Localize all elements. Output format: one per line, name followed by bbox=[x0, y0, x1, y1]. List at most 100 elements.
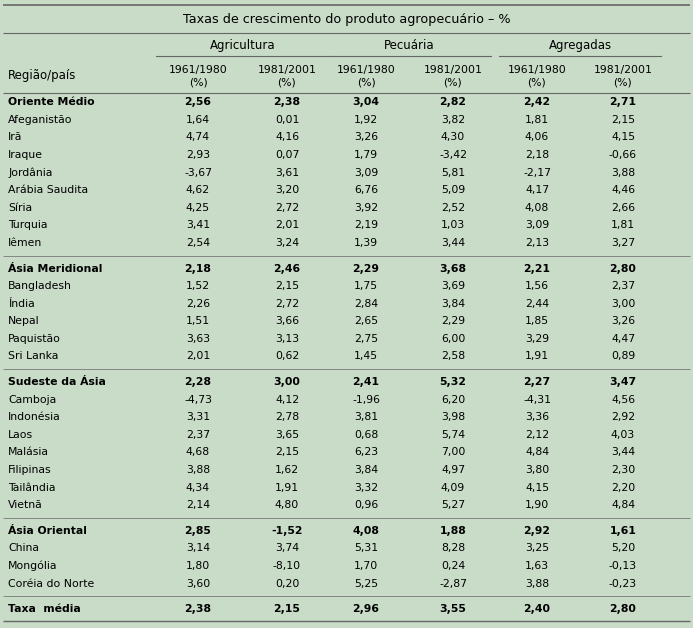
Text: 0,24: 0,24 bbox=[441, 561, 465, 571]
Text: 3,66: 3,66 bbox=[275, 317, 299, 327]
Text: -2,17: -2,17 bbox=[523, 168, 551, 178]
Text: Sudeste da Ásia: Sudeste da Ásia bbox=[8, 377, 106, 387]
Text: 3,68: 3,68 bbox=[439, 264, 466, 274]
Text: 3,29: 3,29 bbox=[525, 334, 549, 344]
Text: 2,37: 2,37 bbox=[611, 281, 635, 291]
Text: 5,25: 5,25 bbox=[354, 578, 378, 588]
Text: Paquistão: Paquistão bbox=[8, 334, 61, 344]
Text: 6,20: 6,20 bbox=[441, 394, 465, 404]
Text: 2,19: 2,19 bbox=[354, 220, 378, 230]
Text: Malásia: Malásia bbox=[8, 447, 49, 457]
Text: 1,88: 1,88 bbox=[439, 526, 466, 536]
Text: 1,63: 1,63 bbox=[525, 561, 549, 571]
Text: 2,15: 2,15 bbox=[275, 447, 299, 457]
Text: 6,76: 6,76 bbox=[354, 185, 378, 195]
Text: 4,30: 4,30 bbox=[441, 133, 465, 143]
Text: 2,42: 2,42 bbox=[523, 97, 550, 107]
Text: -3,67: -3,67 bbox=[184, 168, 212, 178]
Text: Pecuária: Pecuária bbox=[384, 39, 435, 52]
Text: 2,38: 2,38 bbox=[184, 604, 211, 614]
Text: 1,03: 1,03 bbox=[441, 220, 465, 230]
Text: 1,85: 1,85 bbox=[525, 317, 549, 327]
Text: 5,32: 5,32 bbox=[439, 377, 466, 387]
Text: 5,27: 5,27 bbox=[441, 500, 465, 510]
Text: Irã: Irã bbox=[8, 133, 22, 143]
Text: 2,12: 2,12 bbox=[525, 430, 549, 440]
Text: 3,88: 3,88 bbox=[525, 578, 549, 588]
Text: Ásia Oriental: Ásia Oriental bbox=[8, 526, 87, 536]
Text: 3,20: 3,20 bbox=[275, 185, 299, 195]
Text: 4,08: 4,08 bbox=[353, 526, 380, 536]
Text: Iraque: Iraque bbox=[8, 150, 43, 160]
Text: 0,68: 0,68 bbox=[354, 430, 378, 440]
Text: 4,08: 4,08 bbox=[525, 203, 549, 213]
Text: 2,13: 2,13 bbox=[525, 238, 549, 248]
Text: 2,84: 2,84 bbox=[354, 299, 378, 309]
Text: 2,71: 2,71 bbox=[610, 97, 636, 107]
Text: 3,09: 3,09 bbox=[354, 168, 378, 178]
Text: 4,03: 4,03 bbox=[611, 430, 635, 440]
Text: 4,84: 4,84 bbox=[525, 447, 549, 457]
Text: 3,26: 3,26 bbox=[354, 133, 378, 143]
Text: 4,97: 4,97 bbox=[441, 465, 465, 475]
Text: 4,80: 4,80 bbox=[275, 500, 299, 510]
Text: 1,39: 1,39 bbox=[354, 238, 378, 248]
Text: -2,87: -2,87 bbox=[439, 578, 467, 588]
Text: Taxa  média: Taxa média bbox=[8, 604, 81, 614]
Text: 4,46: 4,46 bbox=[611, 185, 635, 195]
Text: 3,84: 3,84 bbox=[441, 299, 465, 309]
Text: 2,26: 2,26 bbox=[186, 299, 210, 309]
Text: 1,81: 1,81 bbox=[611, 220, 635, 230]
Text: 1,62: 1,62 bbox=[275, 465, 299, 475]
Text: 2,92: 2,92 bbox=[611, 412, 635, 422]
Text: 1,91: 1,91 bbox=[275, 482, 299, 492]
Text: 2,96: 2,96 bbox=[353, 604, 380, 614]
Text: Agricultura: Agricultura bbox=[210, 39, 275, 52]
Text: 3,36: 3,36 bbox=[525, 412, 549, 422]
Text: Índia: Índia bbox=[8, 299, 35, 309]
Text: Tailândia: Tailândia bbox=[8, 482, 55, 492]
Text: 1,75: 1,75 bbox=[354, 281, 378, 291]
Text: 3,61: 3,61 bbox=[275, 168, 299, 178]
Text: 2,80: 2,80 bbox=[610, 604, 636, 614]
Text: 1981/2001
(%): 1981/2001 (%) bbox=[423, 65, 482, 87]
Text: 3,60: 3,60 bbox=[186, 578, 210, 588]
Text: 1,61: 1,61 bbox=[610, 526, 636, 536]
Text: Iêmen: Iêmen bbox=[8, 238, 42, 248]
Text: 3,55: 3,55 bbox=[439, 604, 466, 614]
Text: 3,88: 3,88 bbox=[611, 168, 635, 178]
Text: 3,69: 3,69 bbox=[441, 281, 465, 291]
Text: 4,16: 4,16 bbox=[275, 133, 299, 143]
Text: 3,31: 3,31 bbox=[186, 412, 210, 422]
Text: Nepal: Nepal bbox=[8, 317, 40, 327]
Text: 5,20: 5,20 bbox=[611, 543, 635, 553]
Text: 2,21: 2,21 bbox=[523, 264, 550, 274]
Text: 1961/1980
(%): 1961/1980 (%) bbox=[508, 65, 566, 87]
Text: 1,80: 1,80 bbox=[186, 561, 210, 571]
Text: Laos: Laos bbox=[8, 430, 33, 440]
Text: Bangladesh: Bangladesh bbox=[8, 281, 72, 291]
Text: 2,29: 2,29 bbox=[353, 264, 380, 274]
Text: 2,44: 2,44 bbox=[525, 299, 549, 309]
Text: 3,04: 3,04 bbox=[353, 97, 380, 107]
Text: 4,47: 4,47 bbox=[611, 334, 635, 344]
Text: 1981/2001
(%): 1981/2001 (%) bbox=[258, 65, 317, 87]
Text: 1961/1980
(%): 1961/1980 (%) bbox=[337, 65, 396, 87]
Text: 4,15: 4,15 bbox=[525, 482, 549, 492]
Text: 2,52: 2,52 bbox=[441, 203, 465, 213]
Text: 3,88: 3,88 bbox=[186, 465, 210, 475]
Text: 2,65: 2,65 bbox=[354, 317, 378, 327]
Text: 6,00: 6,00 bbox=[441, 334, 465, 344]
Text: 3,00: 3,00 bbox=[611, 299, 635, 309]
Text: 2,93: 2,93 bbox=[186, 150, 210, 160]
Text: 3,00: 3,00 bbox=[274, 377, 301, 387]
Text: 2,15: 2,15 bbox=[275, 281, 299, 291]
Text: -3,42: -3,42 bbox=[439, 150, 467, 160]
Text: 2,54: 2,54 bbox=[186, 238, 210, 248]
Text: 2,56: 2,56 bbox=[184, 97, 211, 107]
Text: 3,26: 3,26 bbox=[611, 317, 635, 327]
Text: 7,00: 7,00 bbox=[441, 447, 465, 457]
Text: 1,91: 1,91 bbox=[525, 352, 549, 362]
Text: 2,85: 2,85 bbox=[184, 526, 211, 536]
Text: 3,25: 3,25 bbox=[525, 543, 549, 553]
